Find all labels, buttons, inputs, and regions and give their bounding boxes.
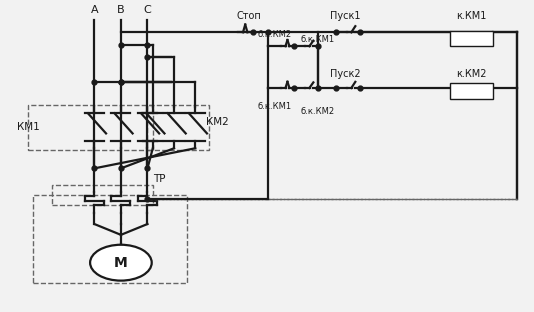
Text: б.к.КМ1: б.к.КМ1 — [301, 35, 334, 44]
Text: КМ2: КМ2 — [206, 117, 229, 127]
Text: КМ1: КМ1 — [17, 122, 40, 132]
Text: М: М — [114, 256, 128, 270]
Text: Пуск1: Пуск1 — [331, 12, 361, 22]
Text: б.к.КМ2: б.к.КМ2 — [258, 30, 292, 39]
Text: б.к.КМ2: б.к.КМ2 — [301, 107, 334, 116]
Text: Пуск2: Пуск2 — [331, 69, 361, 79]
Bar — [52, 185, 153, 206]
Text: к.КМ2: к.КМ2 — [456, 69, 487, 79]
Text: Стоп: Стоп — [236, 12, 261, 22]
Bar — [33, 195, 187, 283]
Text: A: A — [91, 5, 98, 15]
Text: C: C — [144, 5, 151, 15]
Bar — [28, 105, 153, 150]
Bar — [147, 105, 209, 150]
Text: ТР: ТР — [153, 174, 166, 184]
Text: B: B — [117, 5, 125, 15]
Bar — [450, 31, 493, 46]
Text: б.к.КМ1: б.к.КМ1 — [258, 102, 292, 111]
Bar — [450, 83, 493, 99]
Circle shape — [90, 245, 152, 280]
Text: к.КМ1: к.КМ1 — [457, 12, 486, 22]
